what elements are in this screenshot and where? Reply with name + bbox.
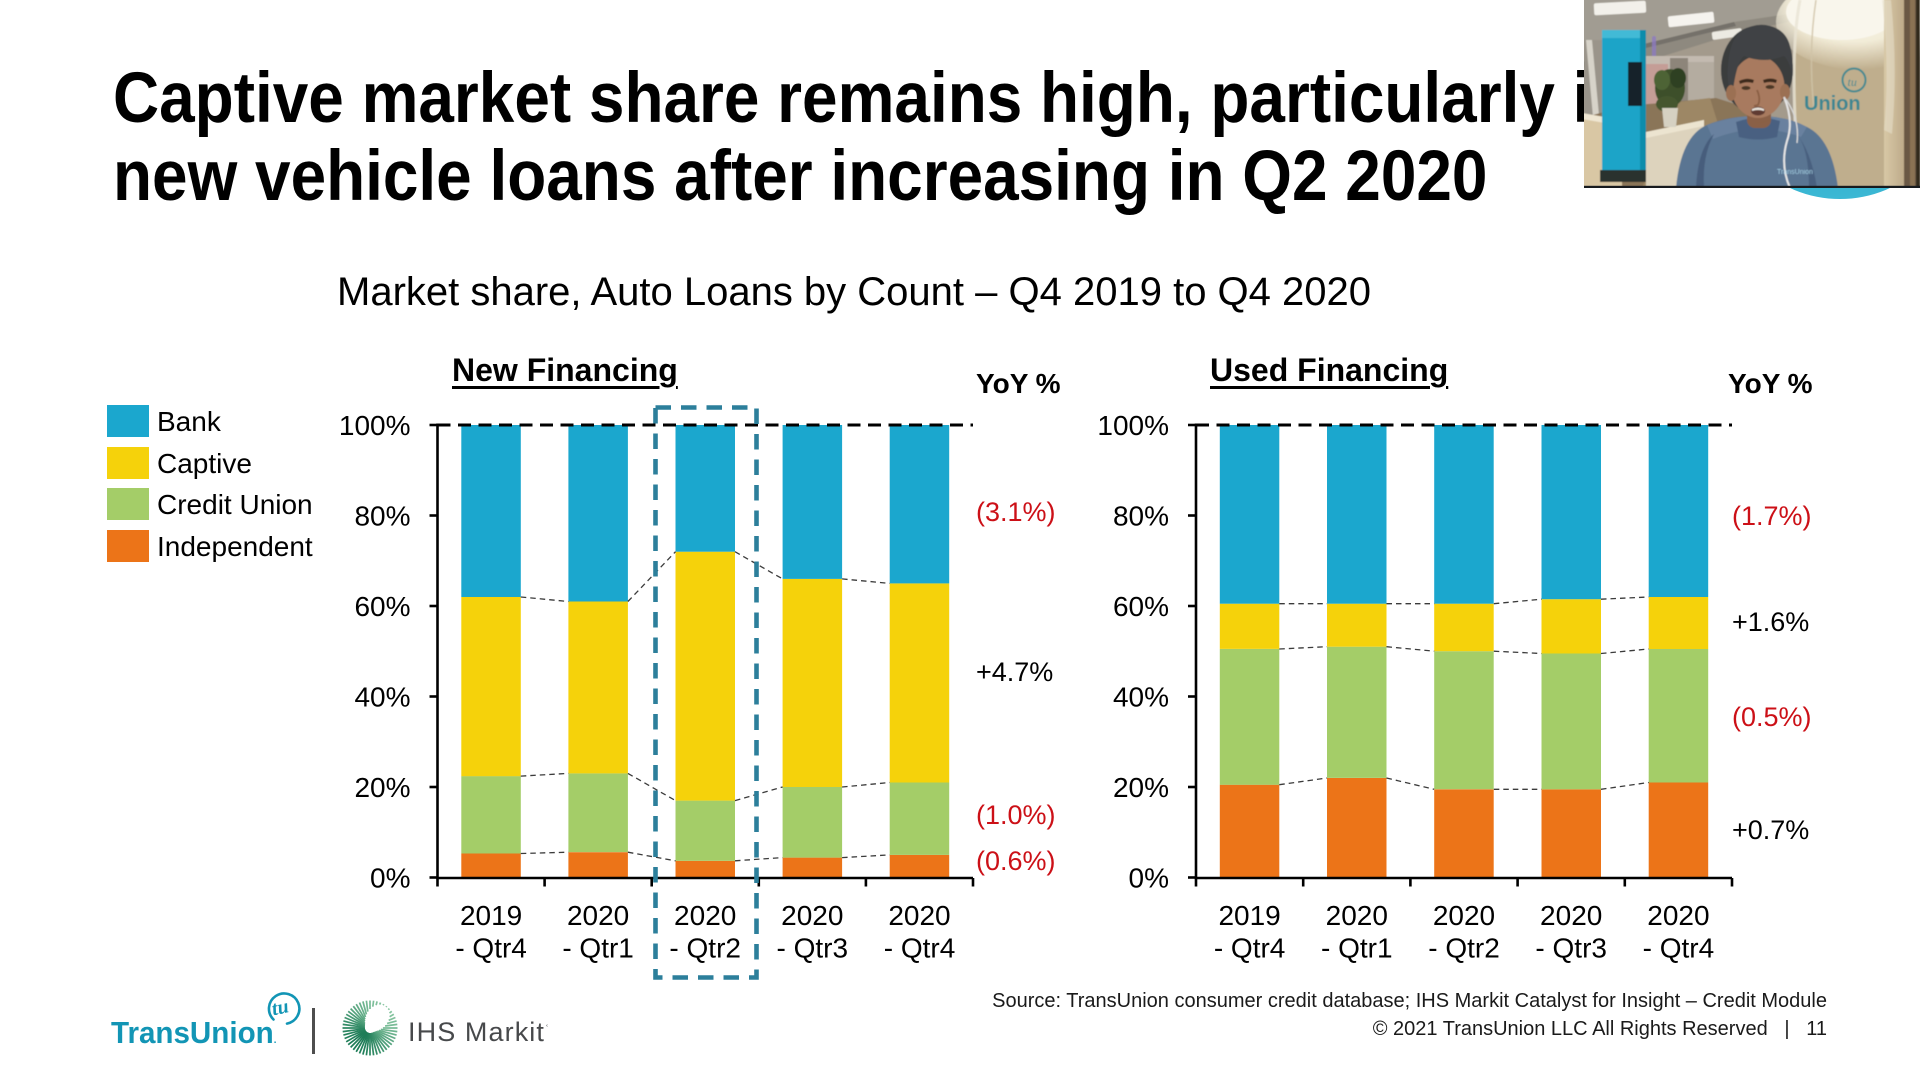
svg-text:40%: 40% <box>354 682 410 713</box>
svg-text:20%: 20% <box>354 772 410 803</box>
svg-text:tu: tu <box>1848 75 1857 89</box>
svg-text:2020: 2020 <box>567 900 629 931</box>
svg-text:2019: 2019 <box>1218 900 1280 931</box>
svg-text:tu: tu <box>270 995 291 1020</box>
svg-text:2019: 2019 <box>460 900 522 931</box>
svg-text:- Qtr1: - Qtr1 <box>1321 933 1393 964</box>
svg-text:100%: 100% <box>339 410 411 441</box>
svg-text:2020: 2020 <box>674 900 736 931</box>
svg-text:0%: 0% <box>1129 863 1169 894</box>
svg-text:- Qtr4: - Qtr4 <box>1643 933 1715 964</box>
svg-text:2020: 2020 <box>888 900 950 931</box>
svg-text:- Qtr2: - Qtr2 <box>669 933 741 964</box>
svg-text:2020: 2020 <box>1433 900 1495 931</box>
svg-text:Union: Union <box>1804 93 1861 115</box>
svg-text:2020: 2020 <box>1647 900 1709 931</box>
svg-text:80%: 80% <box>1113 501 1169 532</box>
svg-text:- Qtr4: - Qtr4 <box>1214 933 1286 964</box>
svg-text:80%: 80% <box>354 501 410 532</box>
svg-text:- Qtr1: - Qtr1 <box>562 933 634 964</box>
svg-text:2020: 2020 <box>781 900 843 931</box>
svg-text:100%: 100% <box>1097 410 1169 441</box>
svg-text:TransUnion: TransUnion <box>1777 169 1813 176</box>
svg-text:- Qtr4: - Qtr4 <box>884 933 956 964</box>
svg-text:- Qtr3: - Qtr3 <box>777 933 849 964</box>
svg-text:- Qtr4: - Qtr4 <box>455 933 527 964</box>
svg-text:60%: 60% <box>354 591 410 622</box>
svg-text:2020: 2020 <box>1540 900 1602 931</box>
svg-text:2020: 2020 <box>1326 900 1388 931</box>
svg-text:0%: 0% <box>370 863 410 894</box>
svg-text:- Qtr3: - Qtr3 <box>1535 933 1607 964</box>
svg-text:60%: 60% <box>1113 591 1169 622</box>
svg-text:40%: 40% <box>1113 682 1169 713</box>
svg-text:20%: 20% <box>1113 772 1169 803</box>
svg-text:- Qtr2: - Qtr2 <box>1428 933 1500 964</box>
